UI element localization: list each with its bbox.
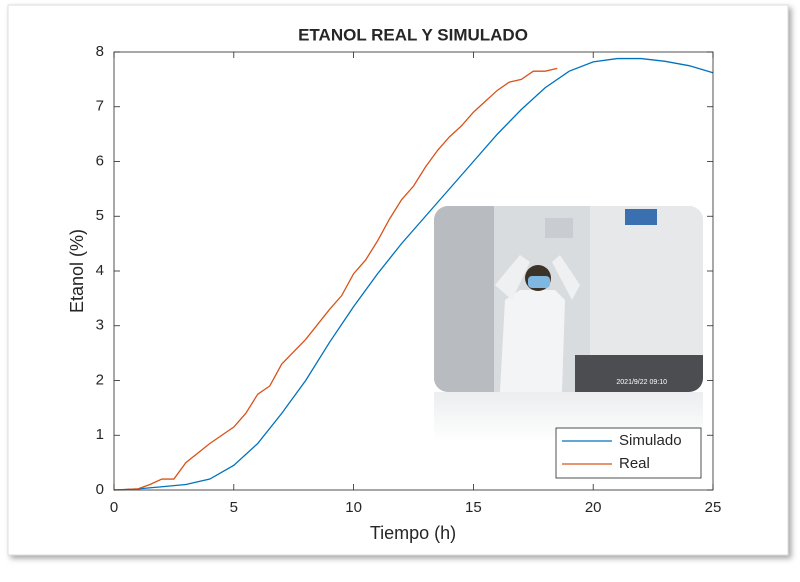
x-tick-label: 0 <box>110 499 118 516</box>
y-axis-label: Etanol (%) <box>67 229 87 313</box>
y-tick-label: 5 <box>96 207 104 224</box>
photo-timestamp: 2021/9/22 09:10 <box>616 379 667 386</box>
axes-box <box>113 51 714 491</box>
legend-label: Real <box>619 455 650 472</box>
legend: Simulado Real <box>555 427 702 479</box>
y-tick-label: 4 <box>96 262 104 279</box>
legend-box <box>555 427 702 479</box>
x-tick-label: 20 <box>585 499 602 516</box>
ticks: 0 5 10 15 20 25 0 1 2 3 4 5 6 7 8 <box>96 43 722 516</box>
y-tick-label: 7 <box>96 98 104 115</box>
legend-label: Simulado <box>619 432 682 449</box>
x-tick-label: 10 <box>345 499 362 516</box>
chart-title: ETANOL REAL Y SIMULADO <box>298 25 528 44</box>
photo: 2021/9/22 09:10 <box>434 206 703 442</box>
y-tick-label: 2 <box>96 371 104 388</box>
y-tick-label: 8 <box>96 43 104 60</box>
y-tick-label: 6 <box>96 152 104 169</box>
x-tick-label: 25 <box>705 499 722 516</box>
y-tick-label: 3 <box>96 317 104 334</box>
x-axis-label: Tiempo (h) <box>370 523 456 543</box>
series-line <box>113 67 558 491</box>
y-tick-label: 1 <box>96 426 104 443</box>
y-tick-label: 0 <box>96 481 104 498</box>
x-tick-label: 5 <box>230 499 238 516</box>
lines <box>113 57 714 491</box>
series-line <box>113 57 714 491</box>
x-tick-label: 15 <box>465 499 482 516</box>
